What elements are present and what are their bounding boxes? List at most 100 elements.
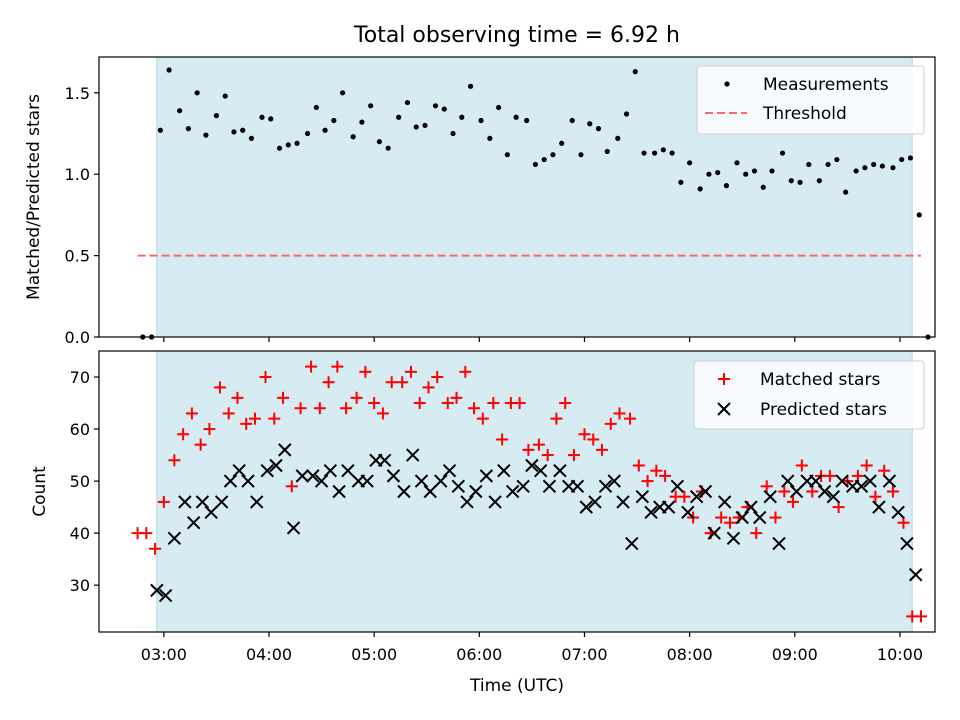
matched-star-point	[632, 459, 645, 472]
predicted-star-point	[488, 495, 502, 509]
measurement-point	[524, 117, 530, 124]
predicted-star-point	[635, 489, 650, 504]
matched-star-point	[567, 449, 580, 462]
predicted-star-point	[377, 453, 392, 467]
matched-star-point	[240, 417, 253, 430]
x-axis-label: Time (UTC)	[469, 676, 564, 696]
measurement-point	[385, 145, 391, 151]
predicted-star-point	[406, 448, 420, 462]
measurement-point	[259, 114, 265, 120]
measurement-point	[569, 117, 575, 124]
matched-star-point	[305, 360, 318, 373]
matched-star-points	[131, 360, 927, 623]
top-x-ticks	[163, 337, 901, 342]
measurement-point	[862, 165, 868, 171]
measurement-point	[340, 90, 346, 96]
measurement-point	[432, 103, 439, 109]
measurement-point	[797, 179, 803, 185]
top-legend-box	[696, 65, 925, 135]
measurement-point	[240, 127, 246, 133]
measurement-point	[632, 69, 638, 75]
predicted-star-point	[681, 505, 695, 520]
predicted-star-point	[616, 495, 630, 509]
bottom-axes-frame	[98, 350, 936, 633]
bottom-y-tick-label: 30	[70, 576, 90, 595]
matched-star-point	[248, 412, 261, 425]
measurement-point	[222, 93, 228, 99]
predicted-star-point	[386, 469, 401, 483]
predicted-star-point	[269, 458, 283, 473]
bottom-legend-box	[693, 360, 925, 430]
predicted-star-point	[661, 500, 676, 514]
matched-star-point	[277, 391, 290, 404]
legend-matched-marker	[718, 373, 730, 385]
predicted-star-point	[644, 505, 658, 520]
measurement-point	[623, 111, 630, 117]
predicted-star-point	[479, 469, 494, 483]
matched-star-point	[624, 412, 637, 425]
matched-star-point	[340, 402, 353, 415]
predicted-star-point	[598, 479, 613, 494]
matched-star-point	[313, 402, 326, 415]
predicted-star-point	[726, 531, 741, 546]
predicted-star-point	[835, 474, 849, 488]
predicted-star-point	[278, 443, 292, 457]
measurement-point	[853, 168, 859, 174]
predicted-star-point	[241, 474, 255, 488]
predicted-star-point	[414, 474, 429, 488]
bottom-y-tick-label: 60	[70, 420, 90, 439]
measurement-point	[706, 171, 712, 177]
measurement-point	[487, 135, 493, 141]
matched-star-point	[368, 397, 381, 410]
matched-star-point	[487, 397, 500, 410]
measurement-point	[916, 212, 922, 218]
matched-star-point	[613, 407, 626, 420]
matched-star-point	[450, 391, 463, 404]
predicted-star-point	[525, 458, 539, 473]
predicted-star-point	[570, 479, 585, 494]
legend-matched-label: Matched stars	[760, 370, 880, 390]
matched-star-point	[259, 371, 272, 384]
bottom-y-tick-label: 40	[70, 524, 90, 543]
matched-star-point	[213, 381, 226, 394]
matched-star-point	[769, 511, 782, 524]
measurement-point	[641, 150, 647, 156]
predicted-star-point	[588, 495, 602, 509]
predicted-star-point	[295, 469, 310, 483]
matched-star-point	[294, 402, 307, 415]
matched-star-point	[441, 397, 454, 410]
matched-star-point	[359, 365, 372, 378]
predicted-star-point	[223, 474, 238, 488]
matched-star-point	[513, 397, 526, 410]
predicted-star-point	[900, 536, 914, 551]
predicted-star-point	[607, 474, 621, 488]
matched-star-point	[231, 391, 244, 404]
measurement-point	[285, 142, 291, 148]
legend-predicted-marker	[717, 402, 731, 416]
measurement-point	[604, 148, 610, 155]
measurement-point	[166, 67, 172, 73]
bottom-y-axis-label: Count	[30, 466, 50, 517]
matched-star-point	[650, 464, 663, 477]
measurement-point	[678, 179, 684, 185]
top-panel: 0.0 0.5 1.0 1.5 Matched/Predicted stars Mea…	[24, 56, 936, 347]
matched-star-point	[778, 485, 791, 498]
measurement-point	[450, 130, 456, 137]
matched-star-point	[659, 469, 672, 482]
measurement-point	[504, 152, 510, 158]
measurement-point	[734, 160, 740, 166]
matched-star-point	[587, 433, 600, 446]
measurement-point	[495, 104, 502, 111]
measurement-point	[595, 126, 602, 132]
measurement-point	[441, 106, 447, 112]
predicted-star-point	[195, 495, 210, 509]
bottom-panel: 30 40 50 60 70 03:00 04:00 05:00 06:00 07:00 08:0…	[30, 350, 936, 696]
measurement-point	[559, 140, 565, 146]
matched-star-point	[886, 485, 899, 498]
measurement-point	[871, 161, 877, 168]
predicted-star-point	[542, 479, 557, 494]
predicted-star-point	[341, 463, 355, 478]
x-tick-label: 05:00	[351, 645, 397, 664]
matched-star-point	[496, 433, 509, 446]
measurement-point	[660, 147, 666, 153]
